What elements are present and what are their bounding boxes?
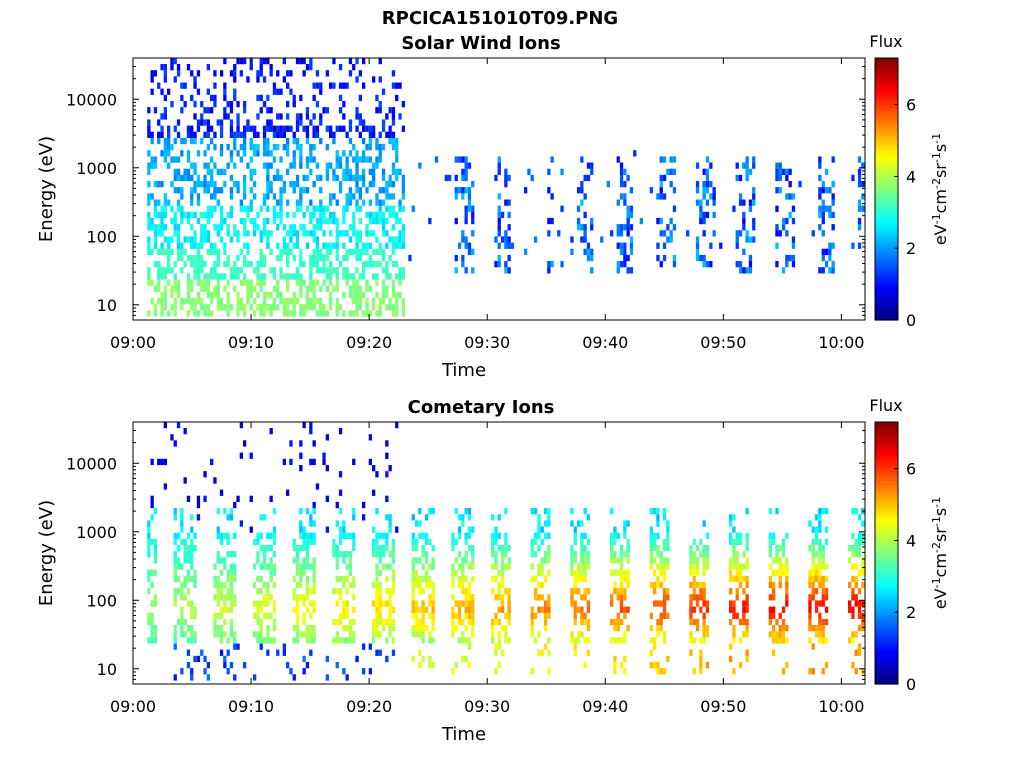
colorbar-tick-label: 0 bbox=[906, 311, 916, 330]
colorbar-tick-label: 0 bbox=[906, 675, 916, 694]
cometary-panel: Cometary Ions 09:00 09:10 09:20 09:30 09:40 09… bbox=[36, 396, 950, 745]
x-axis-label: Time bbox=[441, 724, 486, 745]
x-tick-label: 09:10 bbox=[228, 333, 274, 352]
x-tick-label: 09:10 bbox=[228, 697, 274, 716]
x-tick-label: 09:40 bbox=[582, 333, 628, 352]
solar-wind-panel: Solar Wind Ions 09:00 09:10 09:20 09:30 09:40… bbox=[36, 32, 950, 381]
colorbar-tick-label: 6 bbox=[906, 96, 916, 115]
x-tick-label: 09:50 bbox=[700, 697, 746, 716]
colorbar-tick-label: 2 bbox=[906, 239, 916, 258]
colorbar: 0 2 4 6 Flux eV-1cm-2sr-1s-1 bbox=[869, 32, 950, 330]
colorbar-tick-label: 4 bbox=[906, 167, 916, 186]
axes-box bbox=[132, 57, 866, 321]
x-tick-label: 09:30 bbox=[464, 697, 510, 716]
x-tick-label: 09:40 bbox=[582, 697, 628, 716]
colorbar-tick-label: 2 bbox=[906, 603, 916, 622]
spectrogram-cells bbox=[147, 421, 865, 681]
y-tick-label: 1000 bbox=[76, 159, 117, 178]
x-axis-label: Time bbox=[441, 360, 486, 381]
y-tick-label: 10 bbox=[97, 296, 117, 315]
y-tick-label: 10000 bbox=[66, 454, 117, 473]
spectrogram-cells bbox=[147, 57, 865, 317]
colorbar-title: Flux bbox=[869, 396, 902, 415]
panel-title: Cometary Ions bbox=[408, 397, 555, 418]
x-tick-label: 09:20 bbox=[346, 333, 392, 352]
x-tick-label: 09:30 bbox=[464, 333, 510, 352]
y-axis-label: Energy (eV) bbox=[36, 500, 57, 606]
colorbar-tick-label: 6 bbox=[906, 460, 916, 479]
y-tick-label: 1000 bbox=[76, 523, 117, 542]
y-tick-label: 10 bbox=[97, 660, 117, 679]
y-tick-label: 100 bbox=[86, 591, 117, 610]
figure-title: RPCICA151010T09.PNG bbox=[382, 8, 618, 29]
y-axis-label: Energy (eV) bbox=[36, 136, 57, 242]
x-tick-label: 09:20 bbox=[346, 697, 392, 716]
x-tick-label: 09:00 bbox=[110, 333, 156, 352]
colorbar-tick-label: 4 bbox=[906, 531, 916, 550]
x-tick-label: 10:00 bbox=[818, 697, 864, 716]
x-tick-label: 09:00 bbox=[110, 697, 156, 716]
colorbar: 0 2 4 6 Flux eV-1cm-2sr-1s-1 bbox=[869, 396, 950, 694]
panel-title: Solar Wind Ions bbox=[401, 33, 560, 54]
colorbar-unit-label: eV-1cm-2sr-1s-1 bbox=[930, 497, 951, 609]
axes-box bbox=[132, 421, 866, 685]
y-tick-label: 10000 bbox=[66, 90, 117, 109]
x-tick-label: 09:50 bbox=[700, 333, 746, 352]
colorbar-unit-label: eV-1cm-2sr-1s-1 bbox=[930, 133, 951, 245]
colorbar-title: Flux bbox=[869, 32, 902, 51]
x-tick-label: 10:00 bbox=[818, 333, 864, 352]
y-tick-label: 100 bbox=[86, 227, 117, 246]
